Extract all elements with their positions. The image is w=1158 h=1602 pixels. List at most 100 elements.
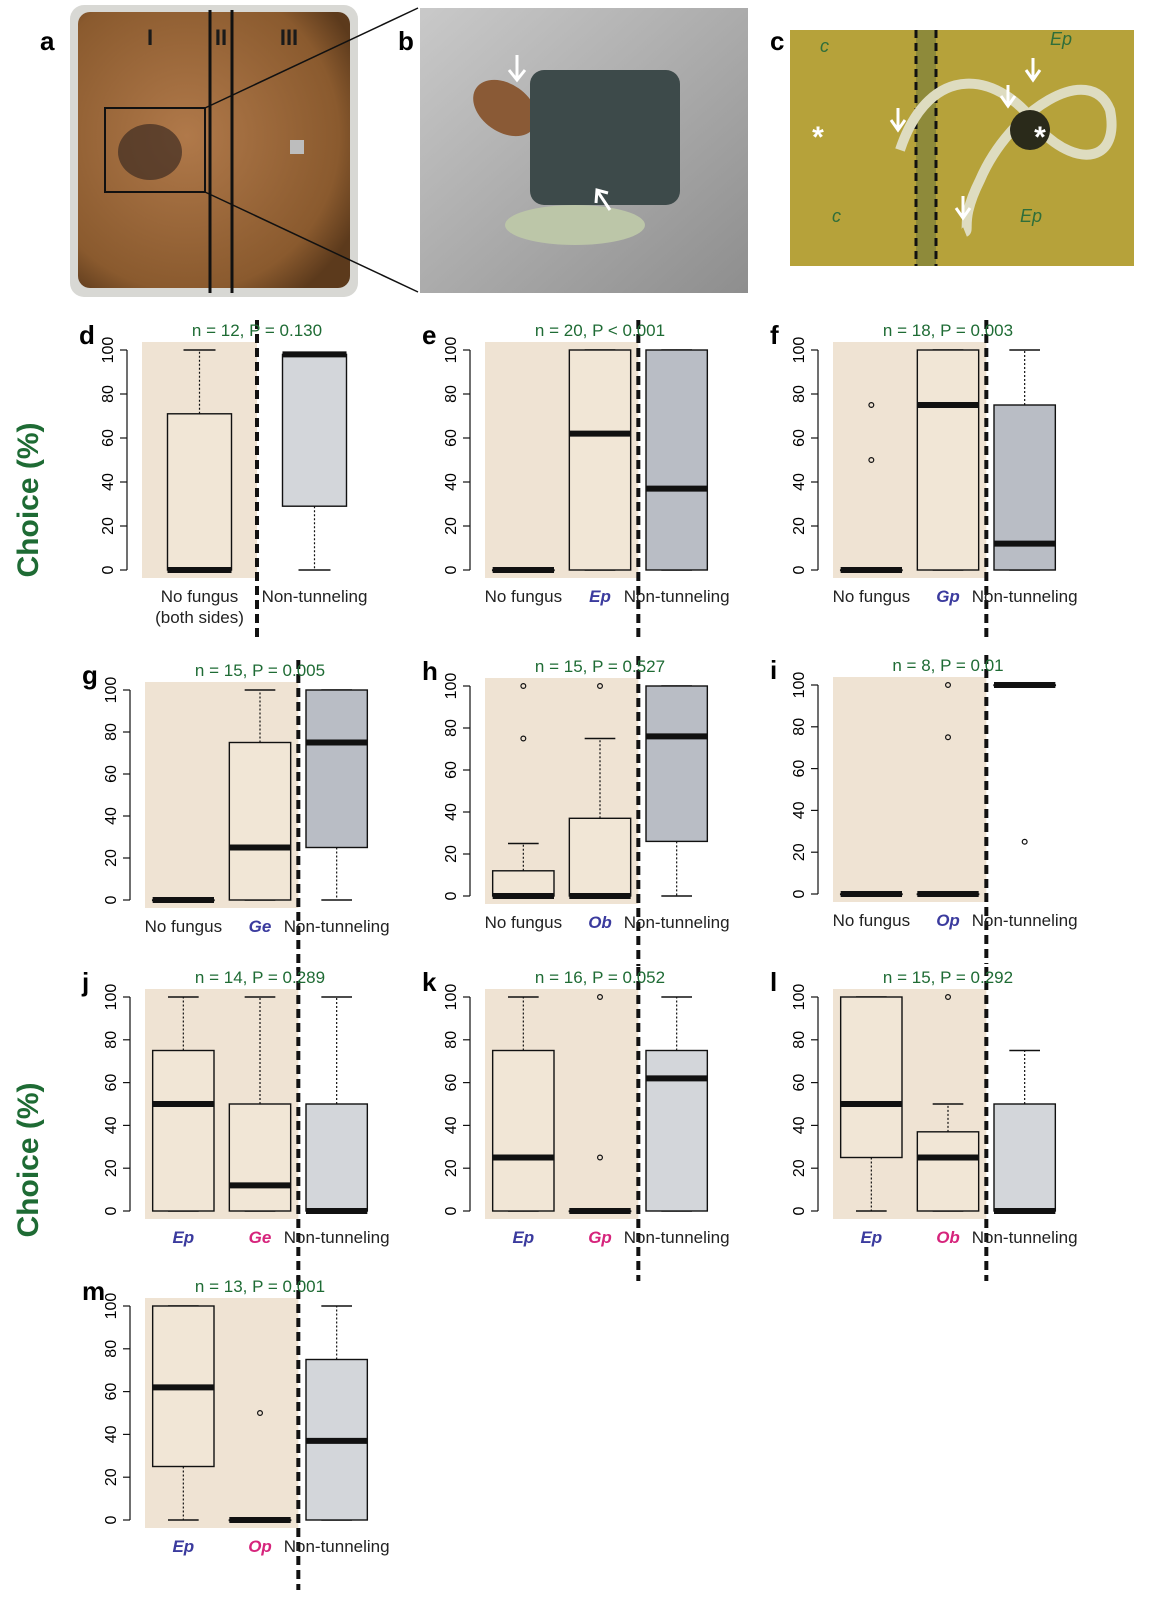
category-label: Non-tunneling [971, 587, 1078, 606]
y-tick-label: 20 [100, 517, 117, 535]
y-tick-label: 0 [791, 889, 808, 898]
y-tick-label: 40 [443, 473, 460, 491]
y-tick-label: 0 [103, 1515, 120, 1524]
y-tick-label: 80 [791, 718, 808, 736]
outlier [596, 682, 603, 689]
fungal-block [530, 70, 680, 205]
category-label: Non-tunneling [283, 1228, 390, 1247]
marker-text: c [832, 206, 841, 226]
y-tick-label: 60 [443, 1074, 460, 1092]
arrow [889, 108, 907, 133]
stats-annotation: n = 8, P = 0.01 [892, 656, 1003, 675]
panel-label: a [40, 26, 55, 56]
y-tick-label: 20 [791, 843, 808, 861]
y-tick-label: 60 [791, 1074, 808, 1092]
y-tick-label: 20 [443, 1159, 460, 1177]
category-label: Ob [588, 913, 612, 932]
box [645, 1049, 709, 1212]
category-label: No fungus [484, 587, 563, 606]
box [916, 1131, 980, 1212]
y-tick-label: 0 [791, 565, 808, 574]
fungus-patch [1010, 110, 1050, 150]
outlier [520, 735, 527, 742]
panel-label: d [79, 320, 95, 350]
stats-annotation: n = 20, P < 0.001 [535, 321, 665, 340]
y-tick-label: 0 [791, 1206, 808, 1215]
marker-text: Ep [1050, 29, 1072, 49]
y-tick-label: 100 [443, 673, 460, 700]
outlier [868, 457, 875, 464]
y-tick-label: 100 [103, 984, 120, 1011]
category-label: Non-tunneling [623, 913, 730, 932]
y-tick-label: 20 [443, 517, 460, 535]
outlier [944, 681, 951, 688]
category-label: Non-tunneling [971, 1228, 1078, 1247]
y-tick-label: 20 [103, 1159, 120, 1177]
marker-text: Ep [1020, 206, 1042, 226]
y-tick-label: 100 [100, 337, 117, 364]
y-tick-label: 0 [443, 1206, 460, 1215]
y-tick-label: 40 [103, 807, 120, 825]
arrow [1024, 58, 1042, 83]
marker-text: c [820, 36, 829, 56]
outlier [1021, 838, 1028, 845]
y-tick-label: 100 [103, 1293, 120, 1320]
panel-label: e [422, 320, 436, 350]
y-tick-label: 60 [100, 429, 117, 447]
outlier [257, 1409, 264, 1416]
y-tick-label: 80 [443, 1031, 460, 1049]
panel-label: j [81, 967, 89, 997]
y-tick-label: 40 [100, 473, 117, 491]
box [491, 870, 555, 897]
box [151, 1049, 215, 1212]
y-tick-label: 100 [103, 677, 120, 704]
outlier [596, 993, 603, 1000]
y-tick-label: 20 [443, 845, 460, 863]
fungal-debris [505, 205, 645, 245]
box [645, 685, 709, 843]
box [645, 349, 709, 571]
stats-annotation: n = 13, P = 0.001 [195, 1277, 325, 1296]
stats-annotation: n = 14, P = 0.289 [195, 968, 325, 987]
category-label: Gp [588, 1228, 612, 1247]
arrow [999, 85, 1017, 109]
panel-label: l [770, 967, 777, 997]
box [305, 1103, 369, 1212]
category-label: Ge [248, 917, 272, 936]
category-label: No fungus [832, 587, 911, 606]
y-tick-label: 20 [103, 1468, 120, 1486]
y-tick-label: 80 [103, 1340, 120, 1358]
category-label: Ep [512, 1228, 535, 1247]
category-label: Ep [172, 1228, 195, 1247]
category-label: Ep [860, 1228, 883, 1247]
y-tick-label: 80 [791, 1031, 808, 1049]
y-tick-label: 80 [103, 1031, 120, 1049]
y-tick-label: 20 [791, 517, 808, 535]
y-tick-label: 80 [443, 385, 460, 403]
y-tick-label: 100 [443, 984, 460, 1011]
plate-zone: III [280, 25, 298, 50]
panel-label: f [770, 320, 779, 350]
box [305, 689, 369, 849]
plate-zone: I [147, 25, 153, 50]
y-tick-label: 60 [103, 1383, 120, 1401]
box [166, 413, 233, 571]
category-label: No fungus [484, 913, 563, 932]
y-tick-label: 80 [103, 723, 120, 741]
arrow [954, 196, 972, 221]
asterisk: * [1034, 121, 1046, 154]
y-tick-label: 100 [791, 672, 808, 699]
box [568, 349, 632, 571]
photo-plate [78, 12, 350, 288]
category-label: Ge [248, 1228, 272, 1247]
y-tick-label: 60 [791, 429, 808, 447]
panel-label: c [770, 26, 784, 56]
category-label: Non-tunneling [261, 587, 368, 606]
outlier [596, 1154, 603, 1161]
outlier [944, 734, 951, 741]
asterisk: * [812, 121, 824, 154]
shaded-region [833, 677, 987, 902]
y-tick-label: 100 [443, 337, 460, 364]
